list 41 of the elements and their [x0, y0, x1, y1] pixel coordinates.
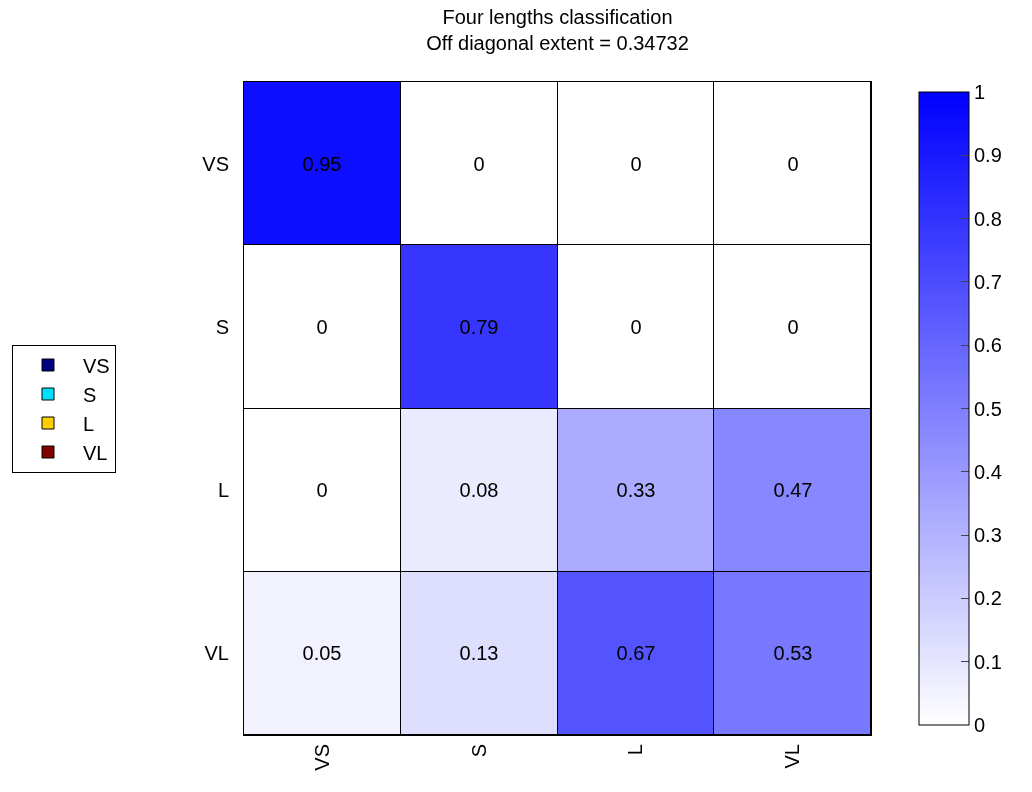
y-tick-label: VS [202, 152, 229, 175]
chart-title: Four lengths classification [442, 5, 673, 28]
color-bar-label: 1 [974, 81, 986, 103]
data-label: 0 [630, 316, 642, 338]
data-label: 0.79 [459, 316, 499, 338]
color-bar-label: 0.4 [974, 460, 1002, 483]
color-bar-label: 0.2 [974, 587, 1002, 610]
data-label: 0.13 [459, 642, 499, 664]
legend-label: VS [83, 354, 110, 377]
data-label: 0.08 [459, 479, 499, 501]
chart-subtitle: Off diagonal extent = 0.34732 [426, 31, 689, 54]
data-label: 0.05 [302, 642, 342, 664]
color-bar-label: 0.8 [974, 207, 1002, 230]
legend-label: VL [83, 441, 108, 464]
legend-label: L [83, 412, 95, 435]
x-tick-label: VS [310, 744, 333, 771]
color-bar-label: 0.7 [974, 270, 1002, 293]
data-label: 0 [316, 316, 328, 338]
data-label: 0 [787, 153, 799, 175]
color-bar-label: 0.6 [974, 334, 1002, 357]
data-label: 0.33 [616, 479, 656, 501]
y-tick-label: VL [204, 642, 229, 665]
data-label: 0 [630, 153, 642, 175]
color-bar-label: 0.3 [974, 524, 1002, 547]
data-label: 0.53 [773, 642, 813, 664]
legend-label: S [83, 383, 97, 406]
data-label: 0 [316, 479, 328, 501]
data-label: 0 [787, 316, 799, 338]
x-tick-label: L [624, 744, 647, 756]
x-tick-label: VL [781, 744, 804, 769]
data-label: 0 [473, 153, 485, 175]
color-bar-label: 0.1 [974, 650, 1002, 673]
color-bar-label: 0.5 [974, 397, 1002, 420]
x-tick-label: S [467, 744, 490, 758]
data-label: 0.67 [616, 642, 656, 664]
data-label: 0.47 [773, 479, 813, 501]
y-tick-label: L [217, 479, 229, 502]
color-bar-label: 0 [974, 714, 986, 736]
y-tick-label: S [215, 315, 229, 338]
color-bar-label: 0.9 [974, 144, 1002, 167]
data-label: 0.95 [302, 153, 342, 175]
